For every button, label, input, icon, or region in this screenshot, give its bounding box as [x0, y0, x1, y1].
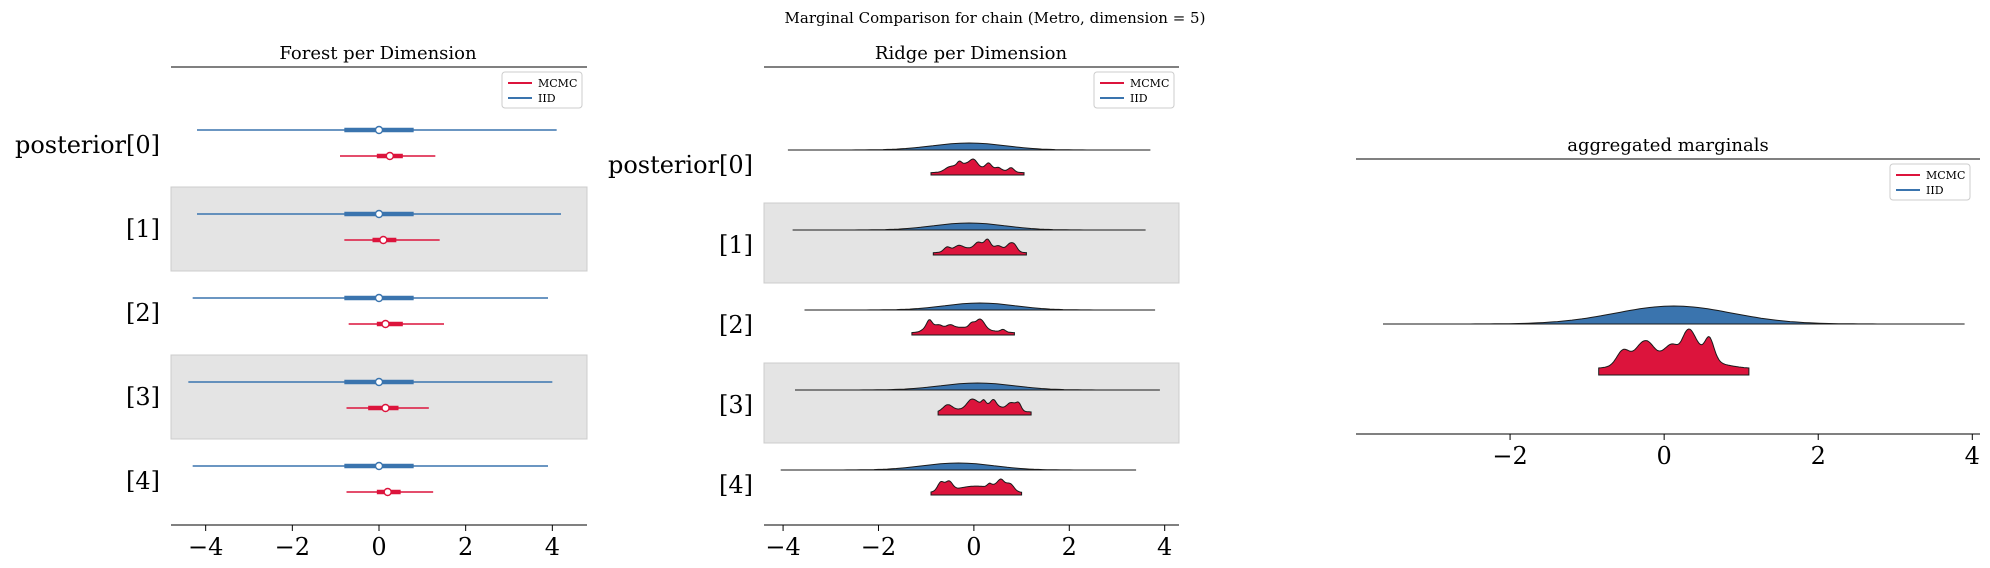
- forest-mcmc-median: [385, 151, 395, 161]
- p0-tick-label: 4: [545, 533, 560, 561]
- forest-iid-median: [374, 125, 384, 135]
- ridge-panel-title: Ridge per Dimension: [875, 43, 1068, 64]
- ridge-iid-density: [792, 222, 1146, 231]
- p0-tick-label: −2: [275, 533, 310, 561]
- ridge-row-label: [3]: [719, 391, 753, 419]
- p1-tick-label: 0: [966, 533, 981, 561]
- ridge-mcmc-density: [911, 318, 1015, 336]
- ridge-iid-density: [780, 462, 1137, 471]
- p1-tick-label: −4: [765, 533, 800, 561]
- aggregate-panel-title: aggregated marginals: [1567, 135, 1768, 156]
- ridge-iid-density: [804, 302, 1156, 311]
- forest-row-label: [3]: [126, 383, 160, 411]
- ridge-panel: Ridge per Dimension posterior[0] [1] [2] [3…: [608, 43, 1180, 561]
- forest-row-band: [170, 354, 588, 440]
- forest-row-label: [4]: [126, 467, 160, 495]
- aggregate-panel: aggregated marginals −2 0 2 4 MCMC IID: [1356, 135, 1980, 470]
- ridge-row-label: [1]: [719, 231, 753, 259]
- aggregate-legend: MCMC IID: [1889, 163, 1971, 201]
- p2-tick-label: −2: [1492, 442, 1527, 470]
- ridge-mcmc-density: [930, 158, 1025, 176]
- ridge-legend-label: MCMC: [1130, 77, 1169, 90]
- p2-tick-label: 4: [1965, 442, 1980, 470]
- forest-iid-median: [374, 461, 384, 471]
- ridge-legend-label: IID: [1130, 92, 1148, 105]
- forest-row-label: posterior[0]: [15, 131, 160, 159]
- ridge-x-axis: −4 −2 0 2 4: [764, 524, 1179, 561]
- ridge-row-label: [4]: [719, 471, 753, 499]
- forest-iid-median: [374, 293, 384, 303]
- aggregate-densities: [1383, 305, 1965, 376]
- figure-suptitle: Marginal Comparison for chain (Metro, di…: [785, 9, 1206, 27]
- forest-legend-label: IID: [538, 92, 556, 105]
- ridge-iid-density: [787, 142, 1151, 151]
- forest-legend: MCMC IID: [501, 71, 583, 109]
- forest-x-axis: −4 −2 0 2 4: [171, 524, 587, 561]
- p2-tick-label: 2: [1811, 442, 1826, 470]
- ridge-row-labels: posterior[0] [1] [2] [3] [4]: [608, 151, 753, 499]
- forest-row-labels: posterior[0] [1] [2] [3] [4]: [15, 131, 160, 495]
- ridge-iid-density: [795, 382, 1160, 391]
- ridge-row-label: posterior[0]: [608, 151, 753, 179]
- p1-tick-label: 4: [1157, 533, 1172, 561]
- ridge-mcmc-density: [930, 478, 1023, 496]
- p0-tick-label: 2: [458, 533, 473, 561]
- p2-tick-label: 0: [1657, 442, 1672, 470]
- ridge-row-label: [2]: [719, 311, 753, 339]
- forest-legend-label: MCMC: [538, 77, 577, 90]
- forest-iid-median: [374, 209, 384, 219]
- forest-panel: Forest per Dimension posterior[0] [1] [2] […: [15, 43, 588, 561]
- aggregate-legend-label: IID: [1926, 184, 1944, 197]
- p0-tick-label: 0: [371, 533, 386, 561]
- forest-mcmc-median: [381, 403, 390, 413]
- p1-tick-label: 2: [1062, 533, 1077, 561]
- ridge-densities: [780, 142, 1160, 496]
- forest-row-label: [1]: [126, 215, 160, 243]
- ridge-row-band: [763, 202, 1180, 284]
- forest-row-band: [170, 186, 588, 272]
- forest-iid-median: [374, 377, 384, 387]
- aggregate-mcmc-density: [1598, 328, 1750, 376]
- aggregate-iid-density: [1383, 305, 1965, 325]
- forest-intervals: [188, 125, 561, 497]
- forest-row-label: [2]: [126, 299, 160, 327]
- ridge-legend: MCMC IID: [1093, 71, 1175, 109]
- forest-row-bands: [170, 186, 588, 440]
- forest-mcmc-median: [381, 319, 390, 329]
- p0-tick-label: −4: [188, 533, 223, 561]
- forest-mcmc-median: [379, 235, 388, 245]
- forest-panel-title: Forest per Dimension: [279, 43, 477, 64]
- ridge-mcmc-density: [932, 238, 1027, 256]
- forest-mcmc-median: [383, 487, 392, 497]
- ridge-mcmc-density: [937, 398, 1032, 416]
- aggregate-legend-label: MCMC: [1926, 169, 1965, 182]
- p1-tick-label: −2: [861, 533, 896, 561]
- aggregate-x-axis: −2 0 2 4: [1356, 433, 1980, 470]
